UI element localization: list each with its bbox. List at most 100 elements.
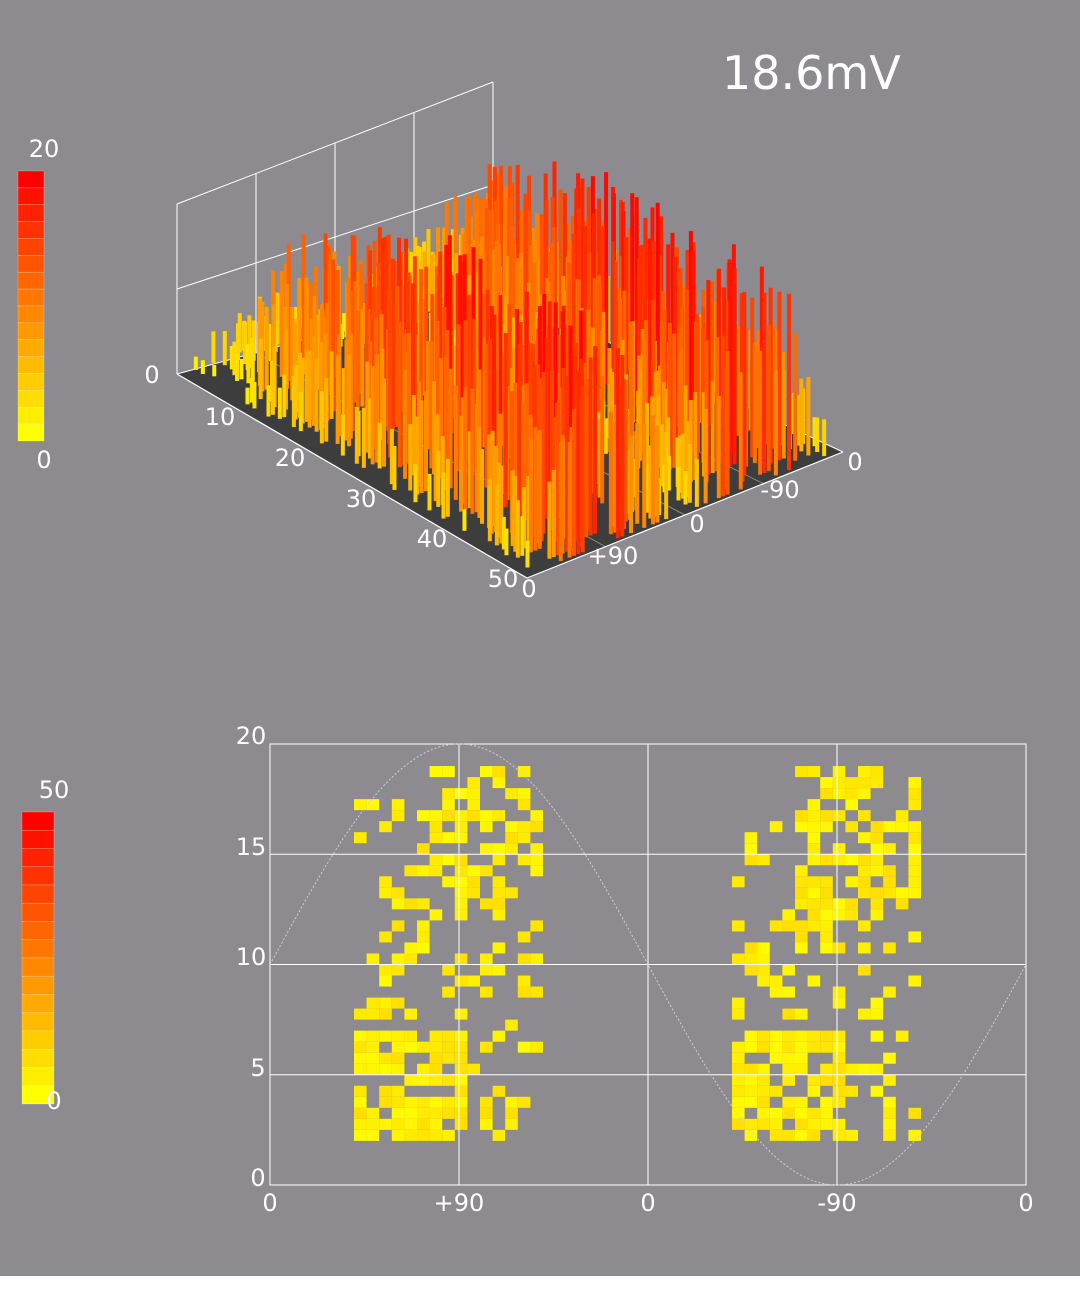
- heatmap-cell: [908, 843, 921, 855]
- bar-3d: [355, 310, 360, 443]
- bar-3d: [247, 315, 252, 363]
- bar-3d: [525, 540, 530, 568]
- heatmap-cell: [442, 986, 455, 998]
- heatmap-cell: [454, 788, 468, 800]
- heatmap-cell: [404, 865, 417, 877]
- heatmap-cell: [832, 942, 846, 954]
- heatmap-cell: [807, 898, 821, 910]
- heatmap-cell: [782, 1096, 795, 1108]
- heatmap-cell: [517, 1096, 531, 1108]
- bar-3d: [436, 450, 441, 507]
- heatmap-cell: [492, 942, 506, 954]
- heatmap-cell: [442, 1030, 455, 1042]
- bar-3d: [392, 446, 397, 490]
- bar-3d: [507, 304, 512, 458]
- bar-3d: [435, 321, 440, 460]
- heatmap-cell: [820, 942, 833, 954]
- bar-3d: [324, 378, 329, 442]
- heatmap-cell: [417, 1096, 430, 1108]
- phase-tick-0b: 0: [689, 510, 704, 538]
- heatmap-cell: [442, 1096, 455, 1108]
- heatmap-cell: [795, 865, 808, 877]
- heatmap-cell: [845, 1063, 858, 1075]
- bar-3d: [796, 395, 801, 446]
- bar-3d: [462, 509, 467, 531]
- bar-3d: [544, 336, 549, 519]
- legend-swatch: [17, 271, 45, 290]
- heatmap-cell: [404, 942, 417, 954]
- bar-3d: [680, 433, 685, 499]
- heatmap-cell: [870, 865, 884, 877]
- bar-3d: [547, 301, 552, 490]
- heatmap-cell: [391, 964, 405, 976]
- heatmap-cell: [391, 898, 405, 910]
- bar-3d: [250, 350, 255, 382]
- bar-3d: [270, 365, 275, 415]
- bar-3d: [513, 382, 518, 518]
- heatmap-cell: [467, 810, 480, 822]
- heatmap-cell: [782, 1030, 795, 1042]
- heatmap-cell: [391, 997, 405, 1009]
- bar-3d: [597, 418, 602, 498]
- heatmap-cell: [366, 1008, 380, 1020]
- x2-tick-p90: +90: [434, 1189, 485, 1217]
- heatmap-cell: [454, 909, 468, 921]
- heatmap-cell: [354, 1063, 367, 1075]
- heatmap-cell: [530, 821, 543, 833]
- heatmap-cell: [757, 975, 770, 987]
- heatmap-cell: [769, 1107, 783, 1119]
- heatmap-cell: [908, 854, 921, 866]
- heatmap-cell: [467, 865, 480, 877]
- heatmap-cell: [782, 964, 795, 976]
- bar-3d: [750, 297, 755, 458]
- bar-3d: [530, 270, 535, 394]
- heatmap-cell: [757, 964, 770, 976]
- bar-3d: [475, 349, 480, 444]
- heatmap-cell: [769, 986, 783, 998]
- bar-3d: [193, 356, 198, 370]
- bar-3d: [698, 317, 703, 423]
- heatmap-cell: [870, 821, 884, 833]
- heatmap-cell: [354, 832, 367, 844]
- heatmap-cell: [807, 1085, 821, 1097]
- heatmap-cell: [832, 909, 846, 921]
- y-tick-5: 5: [250, 1054, 265, 1082]
- bar-3d: [340, 414, 345, 456]
- bar-3d: [376, 262, 381, 421]
- heatmap-cell: [870, 909, 884, 921]
- bar-3d: [411, 395, 416, 476]
- heatmap-cell: [795, 1052, 808, 1064]
- heatmap-cell: [744, 1030, 758, 1042]
- heatmap-cell: [417, 843, 430, 855]
- bar-3d: [645, 464, 650, 513]
- heatmap-cell: [870, 997, 884, 1009]
- heatmap-cell: [454, 1085, 468, 1097]
- heatmap-cell: [795, 942, 808, 954]
- bar-3d: [426, 228, 431, 278]
- heatmap-cell: [807, 1118, 821, 1130]
- heatmap-cell: [417, 942, 430, 954]
- bar-3d: [582, 226, 587, 408]
- bar-3d: [383, 251, 388, 425]
- heatmap-cell: [417, 898, 430, 910]
- heatmap-cell: [354, 1118, 367, 1130]
- bar-3d: [401, 284, 406, 384]
- bar-3d: [290, 307, 295, 401]
- heatmap-cell: [404, 1129, 417, 1141]
- heatmap-cell: [404, 898, 417, 910]
- heatmap-cell: [807, 1074, 821, 1086]
- bar-3d: [676, 466, 681, 501]
- heatmap-cell: [417, 920, 430, 932]
- heatmap-cell: [769, 1085, 783, 1097]
- heatmap-cell: [832, 1129, 846, 1141]
- heatmap-cell: [454, 821, 468, 833]
- heatmap-cell: [366, 1063, 380, 1075]
- heatmap-cell: [480, 1118, 493, 1130]
- heatmap-cell: [442, 1052, 455, 1064]
- heatmap-cell: [895, 1030, 909, 1042]
- legend-swatch: [17, 423, 45, 442]
- heatmap-cell: [820, 1063, 833, 1075]
- bar-3d: [812, 417, 817, 447]
- legend-swatch: [17, 204, 45, 222]
- heatmap-cell: [845, 876, 858, 888]
